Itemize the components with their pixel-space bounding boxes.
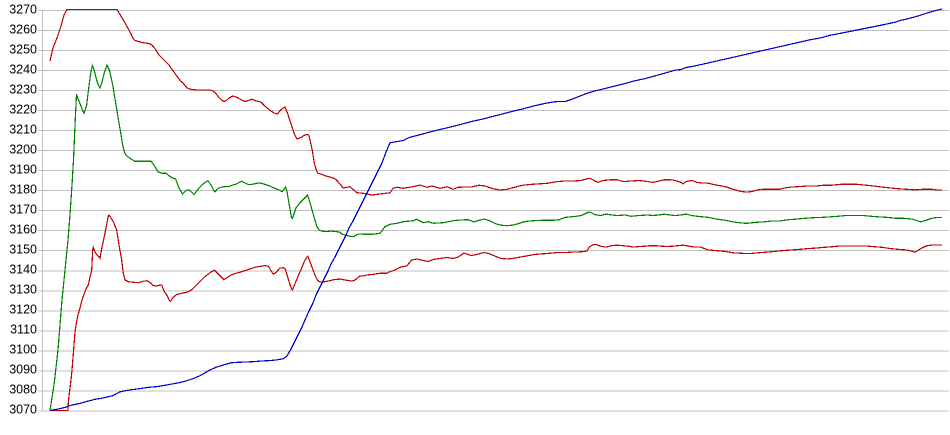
svg-text:3170: 3170 [9,203,37,217]
svg-text:3100: 3100 [9,343,37,357]
svg-text:3090: 3090 [9,363,37,377]
svg-text:3260: 3260 [9,22,37,36]
svg-text:3200: 3200 [9,142,37,156]
svg-text:3190: 3190 [9,163,37,177]
svg-text:3180: 3180 [9,183,37,197]
svg-text:3250: 3250 [9,42,37,56]
svg-text:3130: 3130 [9,283,37,297]
svg-text:3160: 3160 [9,223,37,237]
svg-text:3210: 3210 [9,122,37,136]
svg-text:3220: 3220 [9,102,37,116]
svg-text:3110: 3110 [10,323,37,337]
svg-text:3240: 3240 [9,62,37,76]
svg-text:3080: 3080 [9,383,37,397]
svg-text:3150: 3150 [9,243,37,257]
svg-text:3120: 3120 [9,303,37,317]
svg-text:3230: 3230 [9,82,37,96]
svg-text:3140: 3140 [9,263,37,277]
svg-text:3070: 3070 [9,403,37,417]
svg-text:3270: 3270 [9,2,37,16]
